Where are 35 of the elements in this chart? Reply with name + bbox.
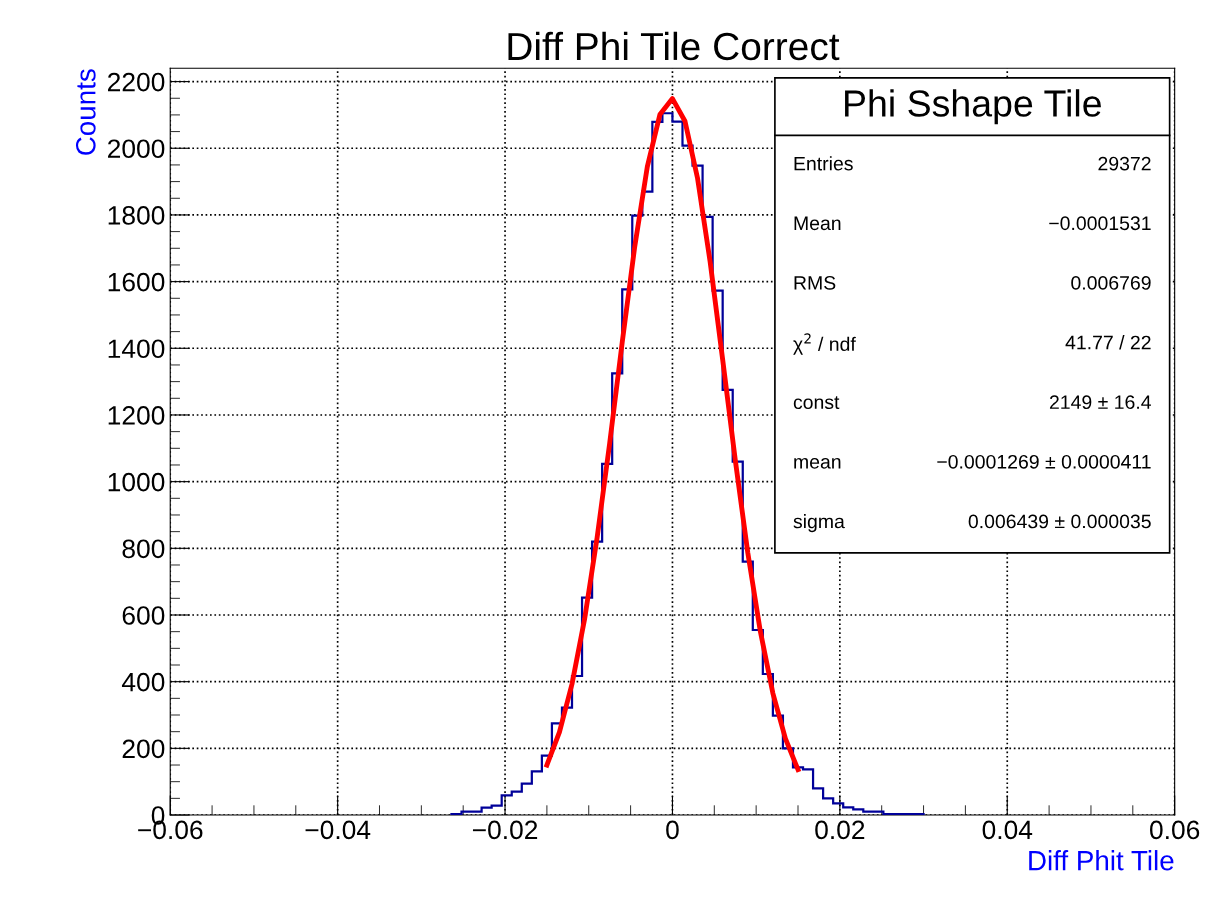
x-tick-label: −0.04: [305, 820, 371, 840]
y-tick-label: 1800: [108, 206, 165, 225]
annotation: 2149 ± 16.4: [1049, 395, 1151, 410]
x-tick-label: −0.02: [472, 820, 538, 840]
y-tick-label: 1400: [108, 339, 165, 359]
y-tick-label: 2200: [108, 72, 165, 92]
y-tick-label: 400: [121, 672, 165, 692]
x-tick-label: 0.06: [1150, 820, 1200, 840]
annotation: 0.006769: [1071, 276, 1151, 290]
y-tick-label: 1200: [108, 406, 165, 425]
y-tick-label: 2000: [108, 139, 165, 159]
y-tick-label: 800: [122, 539, 165, 559]
annotation: sigma: [793, 514, 845, 533]
y-tick-label: 1000: [108, 472, 165, 492]
annotation: Entries: [794, 156, 853, 171]
annotation: Mean: [794, 216, 841, 231]
x-tick-label: 0.02: [815, 820, 865, 840]
x-axis-title: Diff Phit Tile: [1029, 850, 1174, 871]
y-axis-title: Counts: [75, 69, 96, 155]
x-tick-label: 0: [666, 820, 679, 840]
annotation: Phi Sshape Tile: [845, 89, 1101, 125]
annotation: 41.77 / 22: [1065, 335, 1151, 350]
annotation: −0.0001531: [1049, 216, 1151, 231]
annotation: 29372: [1098, 156, 1151, 171]
annotation: χ$^{2}$ / ndf: [793, 333, 856, 355]
chart-title: Diff Phi Tile Correct: [508, 31, 840, 61]
y-tick-label: 600: [122, 606, 165, 625]
annotation: mean: [794, 458, 841, 469]
y-tick-label: 1600: [108, 272, 165, 292]
y-tick-label: 200: [122, 739, 165, 759]
annotation: 0.006439 ± 0.000035: [968, 514, 1151, 529]
annotation: const: [793, 396, 840, 410]
annotation: −0.0001269 ± 0.0000411: [937, 454, 1151, 469]
annotation: RMS: [794, 276, 836, 290]
x-tick-label: 0.04: [982, 820, 1033, 840]
